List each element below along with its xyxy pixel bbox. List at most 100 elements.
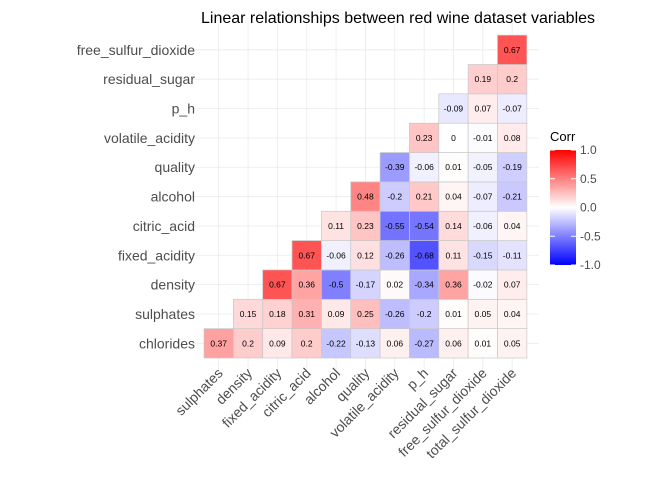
cell-value-label: 0.2 [506, 74, 518, 84]
cell-value-label: -0.34 [414, 280, 434, 290]
heatmap-cell [379, 240, 410, 271]
heatmap-cell [438, 269, 469, 300]
y-tick-label: citric_acid [133, 218, 195, 234]
cell-value-label: 0.67 [269, 280, 286, 290]
cell-value-label: 0.06 [445, 338, 462, 348]
y-tick-label: density [151, 277, 195, 293]
heatmap-cell [467, 181, 498, 212]
cell-value-label: 0.14 [445, 221, 462, 231]
heatmap-cell [438, 240, 469, 271]
cell-value-label: 0.2 [242, 338, 254, 348]
legend-tick-label: 1.0 [580, 143, 597, 157]
cell-value-label: -0.2 [417, 309, 432, 319]
cell-value-label: -0.5 [329, 280, 344, 290]
y-tick-label: volatile_acidity [104, 130, 195, 146]
cell-value-label: 0.04 [504, 309, 521, 319]
cell-value-label: -0.06 [326, 250, 346, 260]
cell-value-label: 0.18 [269, 309, 286, 319]
cell-value-label: 0.15 [240, 309, 257, 319]
heatmap-cell [497, 34, 528, 65]
cell-value-label: -0.07 [502, 104, 522, 114]
legend-tick-label: -1.0 [580, 258, 601, 272]
y-tick-label: chlorides [139, 335, 195, 351]
cell-value-label: 0.67 [504, 45, 521, 55]
heatmap-cell [203, 328, 234, 359]
cell-value-label: 0.2 [301, 338, 313, 348]
cell-value-label: 0.12 [357, 250, 374, 260]
heatmap-cell [467, 240, 498, 271]
heatmap-cell [409, 181, 440, 212]
y-tick-label: residual_sugar [103, 71, 195, 87]
legend: Corr 1.0 0.5 0.0 -0.5 -1.0 [550, 129, 601, 272]
cell-value-label: 0.67 [298, 250, 315, 260]
cell-value-label: 0.48 [357, 192, 374, 202]
heatmap-cell [438, 122, 469, 153]
cell-value-label: 0.11 [446, 250, 462, 260]
cell-value-label: 0.05 [504, 338, 521, 348]
heatmap-cell [321, 240, 352, 271]
cell-value-label: -0.07 [473, 192, 493, 202]
cell-value-label: -0.15 [473, 250, 493, 260]
cell-value-label: -0.68 [414, 250, 434, 260]
heatmap-cell [497, 93, 528, 124]
cell-value-label: -0.11 [503, 250, 522, 260]
heatmap-cell [467, 328, 498, 359]
heatmap-cell [379, 328, 410, 359]
heatmap-cell [409, 122, 440, 153]
cell-value-label: -0.02 [473, 280, 493, 290]
cell-value-label: -0.26 [385, 250, 405, 260]
cell-value-label: 0.09 [328, 309, 345, 319]
legend-tick-label: -0.5 [580, 229, 601, 243]
heatmap-cell [497, 210, 528, 241]
y-tick-label: p_h [172, 101, 195, 117]
heatmap-cell [497, 269, 528, 300]
cell-value-label: 0.01 [445, 162, 462, 172]
cell-value-label: -0.17 [356, 280, 376, 290]
heatmap-cell [438, 210, 469, 241]
cell-value-label: 0.02 [387, 280, 404, 290]
cell-value-label: 0.36 [445, 280, 462, 290]
heatmap-cell [350, 181, 381, 212]
y-tick-label: free_sulfur_dioxide [77, 42, 196, 58]
cell-value-label: 0.31 [298, 309, 315, 319]
cell-value-label: 0.25 [357, 309, 374, 319]
heatmap-cell [379, 152, 410, 183]
heatmap-cell [497, 181, 528, 212]
cell-value-label: 0.04 [445, 192, 462, 202]
heatmap-cell [262, 298, 293, 329]
heatmap-cell [379, 181, 410, 212]
cell-value-label: -0.26 [385, 309, 405, 319]
legend-tick-label: 0.5 [580, 172, 597, 186]
heatmap-cell [321, 210, 352, 241]
cell-value-label: -0.06 [473, 221, 493, 231]
cell-value-label: -0.39 [385, 162, 405, 172]
legend-tick-label: 0.0 [580, 201, 597, 215]
heatmap-cell [350, 328, 381, 359]
cell-value-label: 0.06 [387, 338, 404, 348]
cell-value-label: -0.27 [414, 338, 434, 348]
cell-value-label: 0.11 [328, 221, 344, 231]
cell-value-label: -0.19 [502, 162, 522, 172]
cell-value-label: 0.19 [475, 74, 492, 84]
cell-value-label: 0.23 [416, 133, 433, 143]
heatmap-cell [321, 269, 352, 300]
cells-layer: 0.37 0.2 0.09 0.2 -0.22 -0.13 0.06 -0.27 0.06 0.0… [203, 34, 528, 359]
heatmap-cell [409, 298, 440, 329]
y-axis-labels: chlorides sulphates density fixed_acidity ci… [77, 42, 196, 352]
cell-value-label: -0.05 [473, 162, 493, 172]
heatmap-cell [350, 210, 381, 241]
cell-value-label: 0.01 [445, 309, 462, 319]
cell-value-label: 0.36 [298, 280, 315, 290]
cell-value-label: -0.13 [356, 338, 376, 348]
cell-value-label: -0.01 [473, 133, 493, 143]
chart-title: Linear relationships between red wine da… [201, 10, 595, 27]
cell-value-label: -0.2 [387, 192, 402, 202]
cell-value-label: 0 [451, 133, 456, 143]
cell-value-label: 0.05 [475, 309, 492, 319]
cell-value-label: 0.08 [504, 133, 521, 143]
cell-value-label: 0.07 [475, 104, 492, 114]
cell-value-label: -0.06 [414, 162, 434, 172]
legend-ticks: 1.0 0.5 0.0 -0.5 -1.0 [550, 143, 601, 272]
cell-value-label: -0.09 [444, 104, 464, 114]
